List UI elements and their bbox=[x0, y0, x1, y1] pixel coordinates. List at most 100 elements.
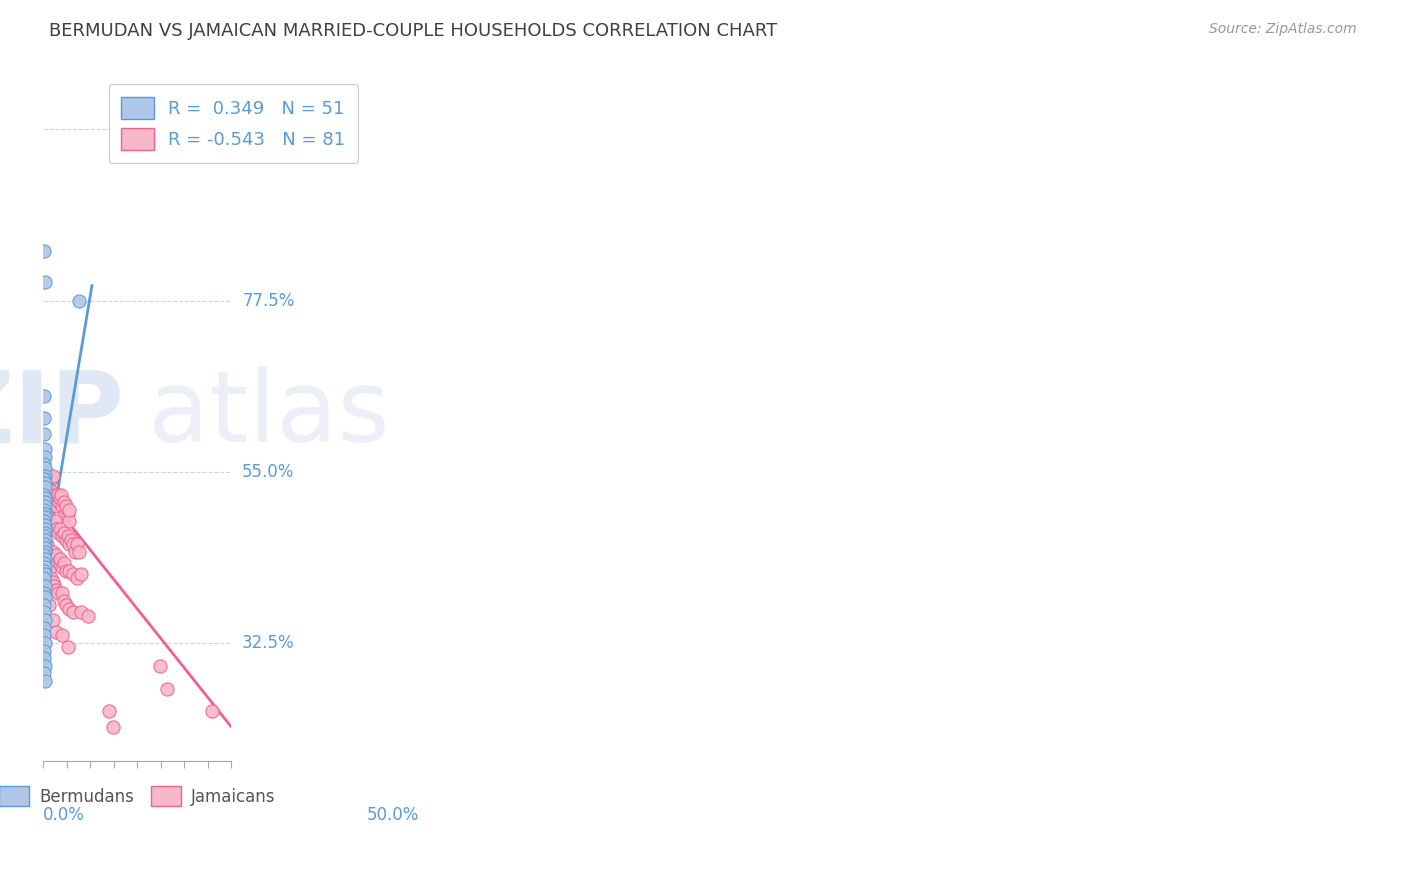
Point bbox=[34, 567, 56, 582]
Point bbox=[41, 518, 63, 533]
Point bbox=[32, 606, 55, 620]
Point bbox=[34, 275, 56, 289]
Legend: Bermudans, Jamaicans: Bermudans, Jamaicans bbox=[0, 778, 284, 814]
Point bbox=[44, 514, 66, 528]
Point bbox=[55, 533, 77, 548]
Text: 77.5%: 77.5% bbox=[242, 292, 294, 310]
Point bbox=[44, 495, 66, 509]
Point bbox=[32, 514, 55, 528]
Point bbox=[52, 495, 75, 509]
Point bbox=[156, 681, 179, 696]
Point bbox=[49, 491, 72, 506]
Point bbox=[62, 537, 84, 551]
Point bbox=[38, 514, 60, 528]
Point bbox=[32, 571, 55, 585]
Point bbox=[51, 529, 73, 543]
Point bbox=[52, 525, 75, 540]
Point bbox=[32, 389, 55, 403]
Point bbox=[34, 544, 56, 558]
Point bbox=[34, 507, 56, 521]
Point bbox=[32, 643, 55, 657]
Point bbox=[39, 472, 62, 486]
Point bbox=[45, 522, 67, 536]
Point bbox=[34, 480, 56, 494]
Point bbox=[37, 468, 59, 483]
Point bbox=[38, 544, 60, 558]
Point bbox=[56, 529, 79, 543]
Text: atlas: atlas bbox=[149, 367, 389, 463]
Point bbox=[35, 465, 58, 479]
Point bbox=[58, 564, 80, 578]
Point bbox=[32, 472, 55, 486]
Point bbox=[56, 640, 79, 654]
Point bbox=[149, 658, 172, 673]
Text: 32.5%: 32.5% bbox=[242, 634, 295, 652]
Point bbox=[34, 442, 56, 456]
Point bbox=[32, 537, 55, 551]
Point bbox=[41, 613, 63, 627]
Point bbox=[38, 487, 60, 501]
Point bbox=[41, 468, 63, 483]
Point bbox=[51, 487, 73, 501]
Point bbox=[44, 552, 66, 566]
Point bbox=[46, 499, 69, 513]
Point bbox=[34, 461, 56, 475]
Point bbox=[49, 522, 72, 536]
Point bbox=[34, 579, 56, 593]
Point bbox=[45, 582, 67, 597]
Point bbox=[32, 628, 55, 642]
Point bbox=[32, 244, 55, 259]
Text: 100.0%: 100.0% bbox=[242, 120, 305, 138]
Point bbox=[34, 591, 56, 605]
Point bbox=[55, 499, 77, 513]
Point bbox=[41, 544, 63, 558]
Point bbox=[53, 507, 76, 521]
Text: Source: ZipAtlas.com: Source: ZipAtlas.com bbox=[1209, 22, 1357, 37]
Point bbox=[34, 541, 56, 555]
Point bbox=[45, 491, 67, 506]
Point bbox=[63, 544, 86, 558]
Point bbox=[32, 426, 55, 441]
Point bbox=[38, 564, 60, 578]
Point bbox=[32, 651, 55, 665]
Point bbox=[32, 586, 55, 600]
Point bbox=[39, 571, 62, 585]
Point bbox=[34, 559, 56, 574]
Point bbox=[51, 628, 73, 642]
Point bbox=[32, 564, 55, 578]
Point bbox=[60, 533, 83, 548]
Point bbox=[38, 468, 60, 483]
Point bbox=[32, 457, 55, 471]
Point bbox=[44, 487, 66, 501]
Point bbox=[66, 571, 89, 585]
Point bbox=[42, 522, 65, 536]
Point bbox=[62, 567, 84, 582]
Text: 0.0%: 0.0% bbox=[44, 805, 84, 824]
Point bbox=[67, 293, 90, 308]
Point bbox=[32, 487, 55, 501]
Point bbox=[38, 483, 60, 498]
Point bbox=[34, 491, 56, 506]
Point bbox=[32, 529, 55, 543]
Point bbox=[34, 522, 56, 536]
Point bbox=[32, 666, 55, 681]
Text: BERMUDAN VS JAMAICAN MARRIED-COUPLE HOUSEHOLDS CORRELATION CHART: BERMUDAN VS JAMAICAN MARRIED-COUPLE HOUS… bbox=[49, 22, 778, 40]
Point bbox=[34, 518, 56, 533]
Point bbox=[51, 559, 73, 574]
Point bbox=[32, 621, 55, 635]
Point bbox=[46, 487, 69, 501]
Point bbox=[34, 552, 56, 566]
Point bbox=[52, 594, 75, 608]
Point bbox=[52, 556, 75, 570]
Text: 50.0%: 50.0% bbox=[367, 805, 419, 824]
Point bbox=[35, 537, 58, 551]
Point bbox=[201, 705, 224, 719]
Point bbox=[101, 720, 124, 734]
Point bbox=[34, 533, 56, 548]
Point bbox=[41, 575, 63, 590]
Point bbox=[34, 613, 56, 627]
Text: ZIP: ZIP bbox=[0, 367, 125, 463]
Point bbox=[38, 598, 60, 612]
Point bbox=[56, 507, 79, 521]
Point bbox=[34, 658, 56, 673]
